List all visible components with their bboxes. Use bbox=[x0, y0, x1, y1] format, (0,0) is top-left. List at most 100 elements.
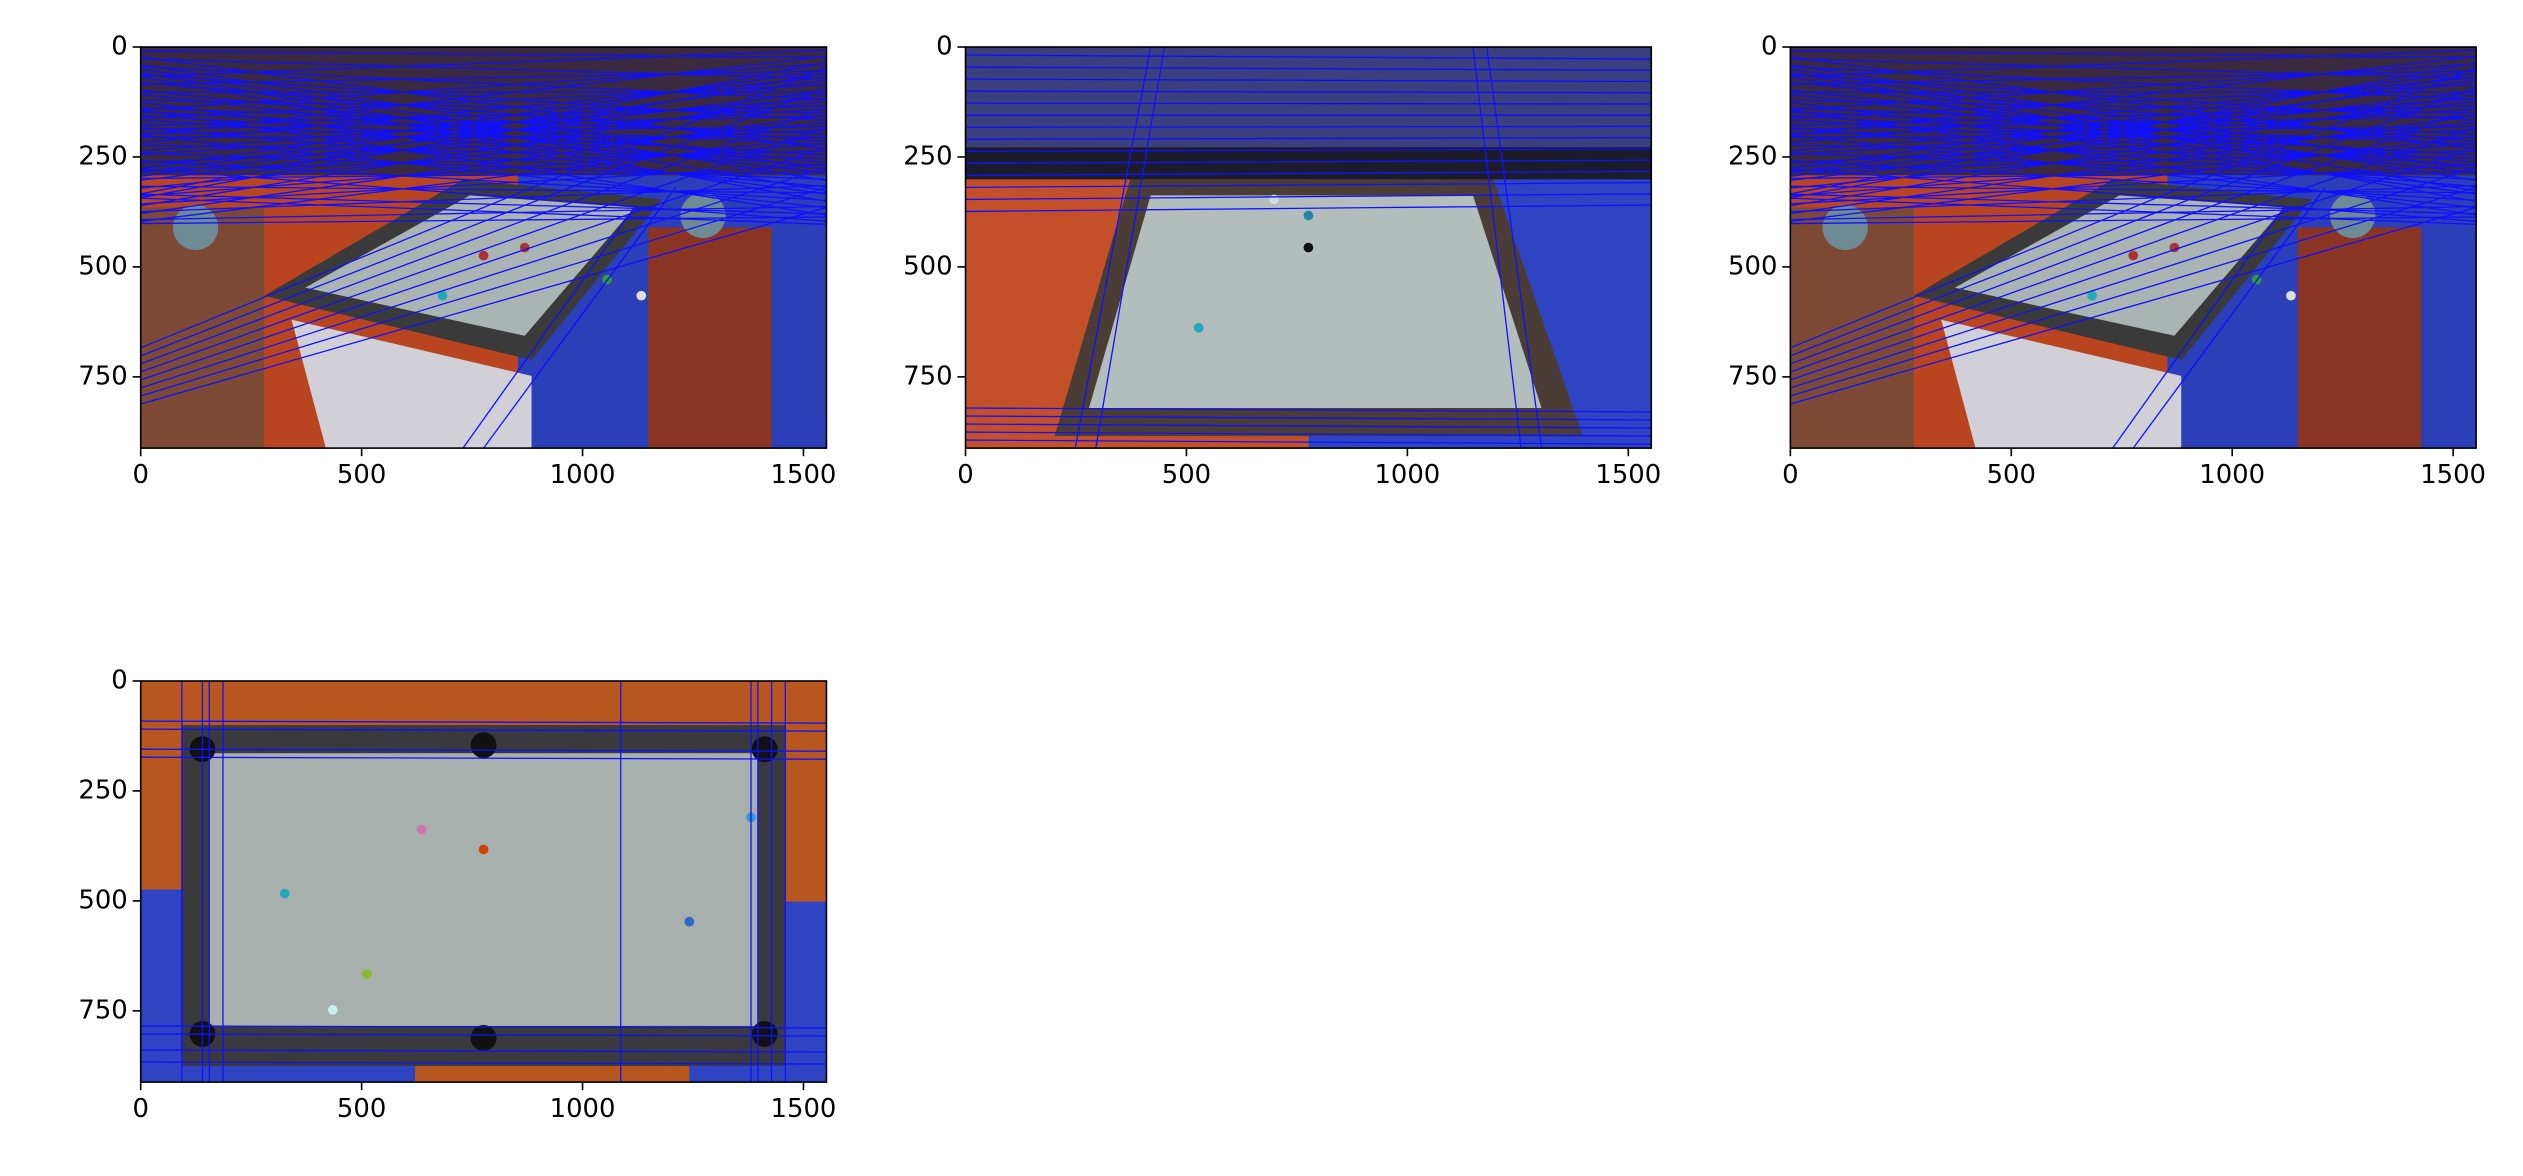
detected-line bbox=[140, 756, 827, 760]
detected-line bbox=[1790, 115, 2477, 131]
detected-line bbox=[1790, 193, 2477, 215]
detected-line bbox=[140, 150, 827, 172]
detected-line bbox=[1486, 47, 1543, 449]
detected-line bbox=[140, 70, 827, 85]
detected-line bbox=[140, 206, 827, 405]
detected-line bbox=[140, 1033, 827, 1037]
detected-line bbox=[2132, 187, 2326, 449]
detected-line bbox=[1790, 63, 2477, 111]
detected-line bbox=[965, 102, 1652, 105]
detected-line bbox=[140, 186, 827, 397]
detected-line bbox=[1790, 205, 2477, 221]
y-tick-label: 250 bbox=[903, 141, 952, 171]
y-tick-label: 0 bbox=[936, 32, 952, 62]
detected-line bbox=[1074, 47, 1152, 449]
detected-line bbox=[965, 90, 1652, 94]
ball bbox=[2128, 250, 2139, 261]
detected-line bbox=[965, 204, 1652, 213]
ball bbox=[2286, 290, 2296, 301]
x-tick-label: 1500 bbox=[1595, 460, 1661, 490]
detected-line bbox=[140, 49, 827, 78]
detected-line bbox=[1790, 76, 2477, 144]
detected-line bbox=[965, 193, 1652, 201]
detected-line bbox=[1790, 111, 2477, 146]
image bbox=[965, 47, 1652, 449]
detected-line bbox=[140, 115, 827, 131]
x-tick-label: 0 bbox=[132, 1094, 148, 1124]
x-tick-label: 500 bbox=[337, 460, 386, 490]
detected-line bbox=[1790, 121, 2477, 189]
detected-line bbox=[140, 185, 827, 194]
detected-line bbox=[140, 171, 827, 180]
y-tick-label: 250 bbox=[78, 141, 127, 171]
detected-line bbox=[140, 142, 827, 197]
detected-line bbox=[140, 50, 827, 59]
detected-line bbox=[1790, 144, 2477, 159]
x-tick-label: 1000 bbox=[550, 460, 616, 490]
detected-line bbox=[1790, 171, 2477, 180]
detected-line bbox=[140, 66, 827, 101]
table-felt bbox=[305, 195, 635, 336]
pocket bbox=[470, 732, 497, 759]
detected-line bbox=[140, 93, 827, 174]
detected-line bbox=[1790, 72, 2477, 199]
table-body bbox=[291, 319, 532, 449]
detected-line bbox=[140, 152, 827, 180]
detected-line bbox=[140, 126, 827, 373]
detected-line bbox=[1095, 47, 1166, 449]
detected-line bbox=[1790, 86, 2477, 357]
detected-line bbox=[1790, 184, 2477, 213]
ball bbox=[1269, 194, 1279, 205]
detected-line bbox=[965, 431, 1652, 437]
table-felt bbox=[209, 753, 758, 1026]
detected-line bbox=[140, 193, 827, 215]
detected-line bbox=[140, 129, 827, 164]
player-head bbox=[172, 204, 219, 251]
detected-line bbox=[1790, 185, 2477, 194]
x-tick-label: 1000 bbox=[2199, 460, 2265, 490]
detected-line bbox=[1790, 135, 2477, 223]
detected-line bbox=[140, 163, 827, 205]
ball bbox=[362, 968, 372, 979]
detected-line bbox=[140, 1025, 827, 1029]
y-tick-label: 500 bbox=[78, 885, 127, 915]
detected-line bbox=[1790, 93, 2477, 174]
pocket bbox=[751, 1021, 778, 1047]
detected-line bbox=[140, 109, 827, 216]
detected-line bbox=[965, 170, 1652, 177]
detected-line bbox=[965, 125, 1652, 128]
detected-line bbox=[140, 76, 827, 203]
x-tick-label: 1500 bbox=[771, 1094, 837, 1124]
y-tick-label: 750 bbox=[78, 361, 127, 391]
detected-line bbox=[1790, 49, 2477, 78]
detected-line bbox=[462, 207, 635, 449]
detected-line bbox=[1790, 109, 2477, 216]
detected-line bbox=[965, 181, 1652, 189]
y-tick-label: 0 bbox=[1761, 32, 1777, 62]
detected-line bbox=[965, 439, 1652, 445]
detected-line bbox=[965, 137, 1652, 140]
detected-line bbox=[1790, 76, 2477, 203]
detected-line bbox=[140, 108, 827, 156]
detected-line bbox=[1790, 152, 2477, 180]
detected-line bbox=[140, 748, 827, 752]
detected-line bbox=[140, 134, 827, 209]
detected-line bbox=[140, 121, 827, 189]
y-tick-label: 750 bbox=[1728, 361, 1777, 391]
detected-line bbox=[1790, 126, 2477, 373]
table-felt bbox=[1954, 195, 2285, 336]
detected-line bbox=[1790, 101, 2477, 195]
detected-line bbox=[1790, 66, 2477, 349]
detected-line bbox=[2112, 207, 2285, 449]
detected-line bbox=[1790, 69, 2477, 170]
x-tick-label: 0 bbox=[132, 460, 148, 490]
x-tick-label: 1500 bbox=[2420, 460, 2486, 490]
detected-line bbox=[1790, 160, 2477, 201]
detected-line bbox=[140, 216, 827, 225]
detected-line bbox=[1790, 100, 2477, 181]
detected-line bbox=[140, 728, 827, 732]
detected-line bbox=[140, 144, 827, 159]
detected-line bbox=[140, 720, 827, 724]
y-tick-label: 500 bbox=[1728, 251, 1777, 281]
